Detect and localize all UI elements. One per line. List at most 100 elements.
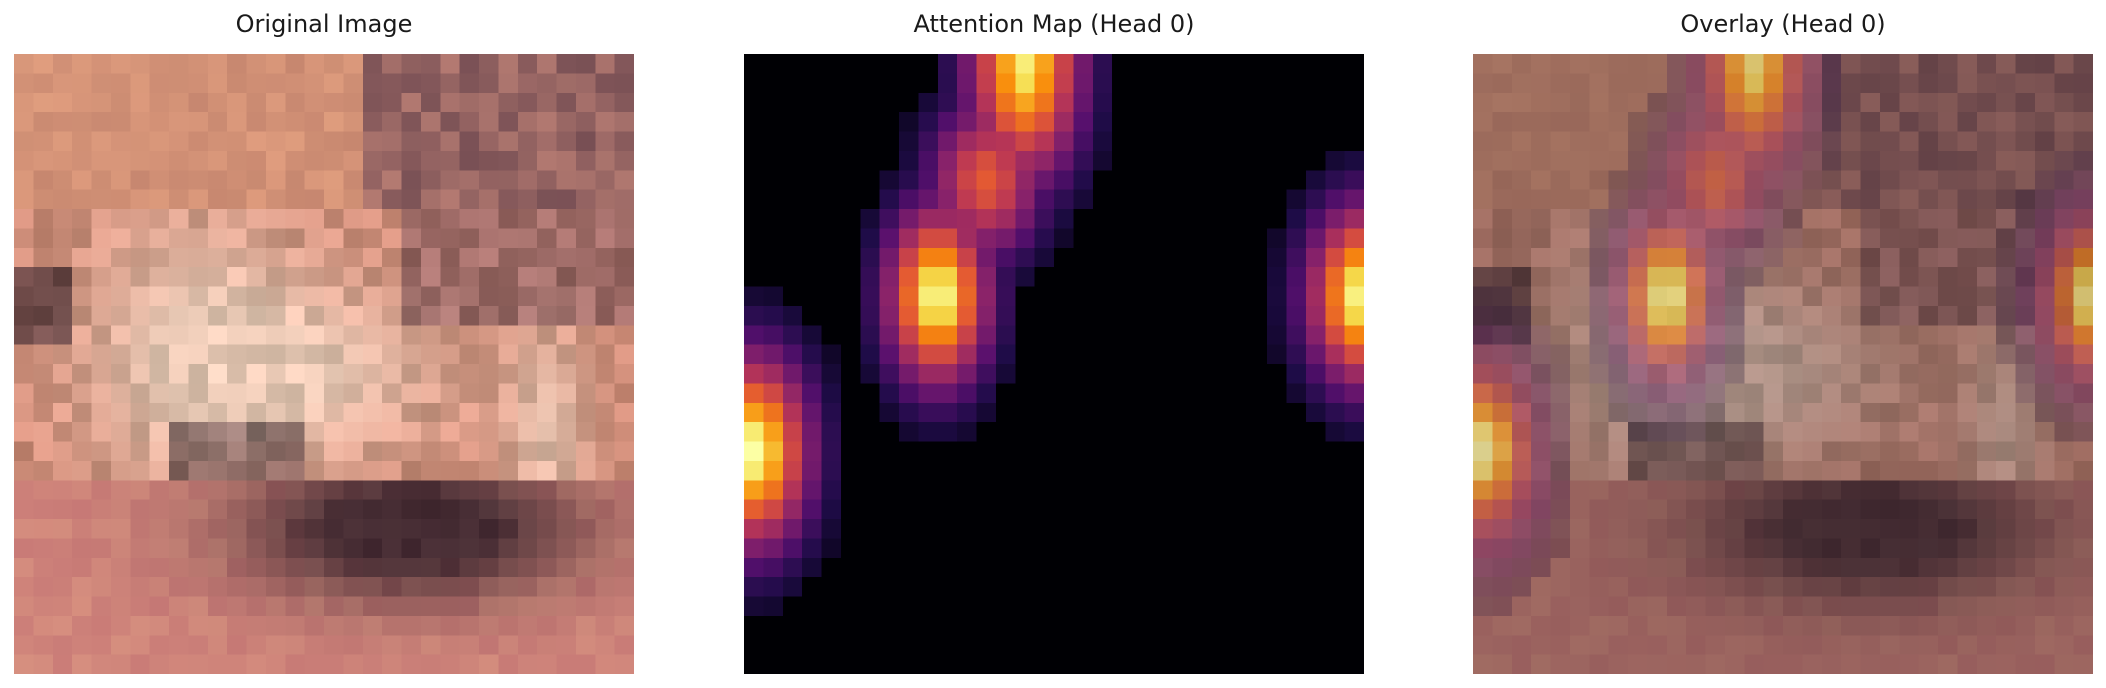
attention-map-pixel <box>744 344 764 365</box>
original-image-pixel <box>595 596 616 617</box>
overlay-image-pixel <box>1957 519 1978 539</box>
original-image-pixel <box>382 596 402 617</box>
overlay-image-pixel <box>1724 615 1745 636</box>
attention-map-pixel <box>1054 519 1074 539</box>
attention-map-pixel <box>782 92 803 113</box>
attention-map-pixel <box>1054 73 1074 94</box>
attention-map-pixel <box>1247 228 1268 249</box>
attention-map-pixel <box>1073 267 1094 287</box>
attention-map-pixel <box>821 441 842 462</box>
original-image-pixel <box>169 577 189 597</box>
overlay-image-pixel <box>1724 247 1745 268</box>
overlay-image-pixel <box>1531 92 1551 113</box>
attention-map-pixel <box>763 73 784 94</box>
overlay-image-pixel <box>1879 538 1900 559</box>
original-image-pixel <box>498 402 519 423</box>
overlay-image-pixel <box>2054 654 2075 674</box>
original-image-pixel <box>149 441 170 462</box>
attention-map-pixel <box>937 519 958 539</box>
original-image-pixel <box>149 538 170 559</box>
overlay-image-pixel <box>1976 364 1997 384</box>
overlay-image-pixel <box>1744 170 1765 191</box>
original-image-pixel <box>33 383 54 404</box>
original-image-pixel <box>556 170 577 191</box>
overlay-image-pixel <box>1492 131 1513 152</box>
overlay-image-pixel <box>1473 189 1493 210</box>
overlay-image-pixel <box>1841 615 1861 636</box>
attention-map-pixel <box>802 305 822 326</box>
attention-map-pixel <box>1150 150 1171 171</box>
attention-map-pixel <box>1112 92 1132 113</box>
attention-map-pixel <box>1189 228 1210 249</box>
overlay-image-pixel <box>1724 596 1745 617</box>
attention-map-pixel <box>1247 73 1268 94</box>
attention-map-pixel <box>1131 499 1152 520</box>
original-image-pixel <box>72 344 92 365</box>
original-image-pixel <box>130 54 151 74</box>
original-image-pixel <box>14 209 34 229</box>
attention-map-pixel <box>860 150 881 171</box>
overlay-image-pixel <box>1666 615 1687 636</box>
overlay-image-pixel <box>1918 131 1939 152</box>
attention-map-pixel <box>763 247 784 268</box>
attention-map-pixel <box>1150 73 1171 94</box>
original-image-pixel <box>91 519 112 539</box>
overlay-image-pixel <box>1821 519 1842 539</box>
attention-map-pixel <box>995 73 1016 94</box>
overlay-image-pixel <box>1783 170 1803 191</box>
original-image-pixel <box>130 577 151 597</box>
original-image-pixel <box>401 54 422 74</box>
original-image-pixel <box>72 92 92 113</box>
original-image-pixel <box>420 615 441 636</box>
original-image-pixel <box>33 286 54 307</box>
overlay-image-pixel <box>1957 150 1978 171</box>
original-image-pixel <box>324 228 344 249</box>
attention-map-pixel <box>879 247 900 268</box>
attention-map-pixel <box>763 422 784 442</box>
original-image-pixel <box>149 325 170 346</box>
original-image-pixel <box>110 557 131 578</box>
original-image-pixel <box>72 441 92 462</box>
overlay-image-pixel <box>1957 189 1978 210</box>
original-image-pixel <box>575 422 596 442</box>
original-image-pixel <box>72 267 92 287</box>
attention-map-pixel <box>879 209 900 229</box>
attention-map-pixel <box>899 170 919 191</box>
overlay-image-pixel <box>1841 654 1861 674</box>
original-image-pixel <box>304 480 325 501</box>
overlay-image-pixel <box>1802 577 1823 597</box>
attention-map-pixel <box>1247 654 1268 674</box>
original-image-pixel <box>614 286 634 307</box>
original-image-pixel <box>575 499 596 520</box>
attention-map-pixel <box>1034 499 1055 520</box>
original-image-pixel <box>188 441 209 462</box>
attention-map-pixel <box>957 131 977 152</box>
original-image-pixel <box>265 441 286 462</box>
attention-map-pixel <box>1170 247 1191 268</box>
attention-map-pixel <box>1034 422 1055 442</box>
original-image-pixel <box>556 538 577 559</box>
original-image-pixel <box>324 150 344 171</box>
original-image-pixel <box>498 635 519 656</box>
overlay-image-pixel <box>1899 112 1920 132</box>
attention-map-pixel <box>1131 325 1152 346</box>
attention-map-pixel <box>976 635 997 656</box>
original-image-pixel <box>459 499 480 520</box>
attention-map-pixel <box>1247 402 1268 423</box>
original-image-pixel <box>207 305 228 326</box>
overlay-image-pixel <box>1938 577 1958 597</box>
attention-map-pixel <box>1209 247 1229 268</box>
attention-map-pixel <box>1054 267 1074 287</box>
attention-map-pixel <box>1228 635 1249 656</box>
original-image-pixel <box>324 596 344 617</box>
attention-map-pixel <box>976 460 997 481</box>
attention-map-pixel <box>1170 557 1191 578</box>
attention-map-pixel <box>1209 654 1229 674</box>
original-image-pixel <box>440 73 461 94</box>
original-image-pixel <box>517 150 538 171</box>
overlay-image-pixel <box>1666 460 1687 481</box>
attention-map-pixel <box>1112 170 1132 191</box>
attention-map-pixel <box>1247 577 1268 597</box>
original-image-pixel <box>517 519 538 539</box>
original-image-pixel <box>614 441 634 462</box>
